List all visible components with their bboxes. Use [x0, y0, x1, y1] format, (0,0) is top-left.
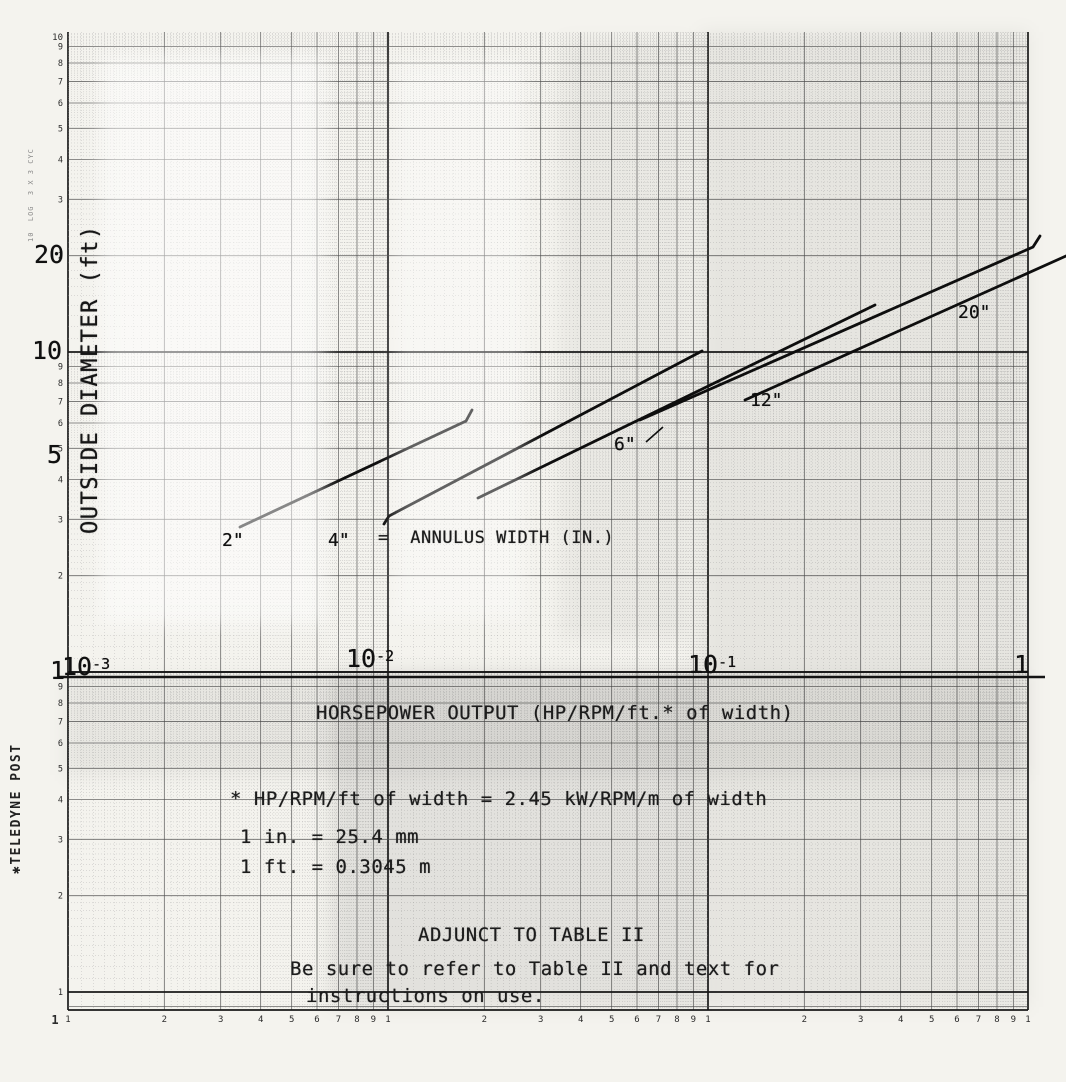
x-edge-label: 8: [674, 1015, 679, 1025]
y-edge-label: 7: [58, 78, 63, 88]
x-edge-label: 7: [656, 1015, 661, 1025]
footnote-conversion-in: 1 in. = 25.4 mm: [240, 826, 420, 848]
x-edge-label: 5: [609, 1015, 614, 1025]
y-axis-hand-label: 5: [47, 440, 63, 469]
x-edge-label: 3: [218, 1015, 223, 1025]
y-edge-label: 3: [58, 835, 63, 845]
y-edge-label: 5: [58, 444, 63, 454]
x-edge-label: 9: [371, 1015, 376, 1025]
y-edge-label: 9: [58, 363, 63, 373]
footnote-conversion-hp: * HP/RPM/ft of width = 2.45 kW/RPM/m of …: [230, 788, 768, 810]
y-edge-label: 2: [58, 252, 63, 262]
x-edge-label: 8: [994, 1015, 999, 1025]
x-edge-label: 3: [858, 1015, 863, 1025]
adjunct-line2: instructions on use.: [306, 985, 545, 1007]
x-edge-label: 9: [1011, 1015, 1016, 1025]
y-edge-label: 2: [58, 572, 63, 582]
x-edge-label: 2: [162, 1015, 167, 1025]
y-edge-label: 7: [58, 718, 63, 728]
y-axis-hand-label: 20: [34, 240, 65, 269]
x-edge-label: 6: [634, 1015, 639, 1025]
x-axis-decade-label: 10-3: [62, 652, 111, 681]
x-edge-label: 6: [314, 1015, 319, 1025]
x-edge-label: 5: [929, 1015, 934, 1025]
paper-margin-print: 10 LOG 3 X 3 CYC: [27, 148, 35, 242]
annulus-line-pointer: [645, 426, 664, 443]
y-edge-label: 4: [58, 475, 63, 485]
annulus-line-label-20: 20": [958, 302, 991, 323]
x-edge-label: 4: [258, 1015, 263, 1025]
y-edge-label: 9: [58, 683, 63, 693]
y-edge-label: 3: [58, 195, 63, 205]
annulus-line-label-2: 2": [222, 530, 244, 551]
y-axis-hand-label: 1: [50, 656, 66, 685]
y-edge-label: 9: [58, 43, 63, 53]
x-edge-label: 6: [954, 1015, 959, 1025]
x-edge-label: 4: [578, 1015, 583, 1025]
x-edge-label: 1: [65, 1015, 70, 1025]
x-edge-label: 2: [802, 1015, 807, 1025]
y-edge-label: 2: [58, 892, 63, 902]
adjunct-title: ADJUNCT TO TABLE II: [418, 924, 645, 946]
y-edge-label: 4: [58, 795, 63, 805]
y-edge-label: 3: [58, 515, 63, 525]
y-edge-label: 6: [58, 99, 63, 109]
x-edge-label: 9: [691, 1015, 696, 1025]
x-edge-label: 7: [336, 1015, 341, 1025]
x-axis-title: HORSEPOWER OUTPUT (HP/RPM/ft.* of width): [316, 702, 794, 724]
y-edge-label: 10: [52, 33, 63, 43]
y-edge-label: 1: [58, 988, 63, 998]
annulus-line-12: [638, 234, 1042, 422]
annulus-line-label-4: 4": [328, 530, 350, 551]
annulus-line-4: [382, 349, 704, 526]
x-edge-label: 7: [976, 1015, 981, 1025]
y-axis-title: OUTSIDE DIAMETER (ft): [78, 224, 103, 534]
annulus-line-label-12: 12": [750, 390, 783, 411]
annulus-line-20: [743, 254, 1066, 402]
x-edge-corner-label: 1: [51, 1013, 58, 1027]
x-edge-label: 5: [289, 1015, 294, 1025]
annulus-width-note: = ANNULUS WIDTH (IN.): [378, 528, 615, 548]
y-axis-hand-label: 10: [32, 336, 63, 365]
y-edge-label: 8: [58, 59, 63, 69]
adjunct-line1: Be sure to refer to Table II and text fo…: [290, 958, 780, 980]
paper-brand-teledyne-post: ✱TELEDYNE POST: [9, 743, 24, 874]
x-edge-label: 8: [354, 1015, 359, 1025]
y-edge-label: 6: [58, 419, 63, 429]
x-edge-label: 3: [538, 1015, 543, 1025]
x-axis-decade-label: 10-1: [688, 650, 737, 679]
y-edge-label: 4: [58, 155, 63, 165]
x-edge-label: 2: [482, 1015, 487, 1025]
x-edge-label: 1: [705, 1015, 710, 1025]
y-edge-label: 8: [58, 699, 63, 709]
x-edge-label: 4: [898, 1015, 903, 1025]
y-edge-label: 7: [58, 398, 63, 408]
footnote-conversion-ft: 1 ft. = 0.3045 m: [240, 856, 432, 878]
y-edge-label: 6: [58, 739, 63, 749]
annulus-line-6: [476, 303, 877, 500]
x-edge-label: 1: [385, 1015, 390, 1025]
annulus-line-label-6: 6": [614, 434, 636, 455]
x-edge-label: 1: [1025, 1015, 1030, 1025]
x-axis-decade-label: 10-2: [346, 644, 395, 673]
y-edge-label: 5: [58, 124, 63, 134]
y-edge-label: 8: [58, 379, 63, 389]
x-axis-decade-label: 1: [1014, 650, 1030, 679]
y-edge-label: 5: [58, 764, 63, 774]
